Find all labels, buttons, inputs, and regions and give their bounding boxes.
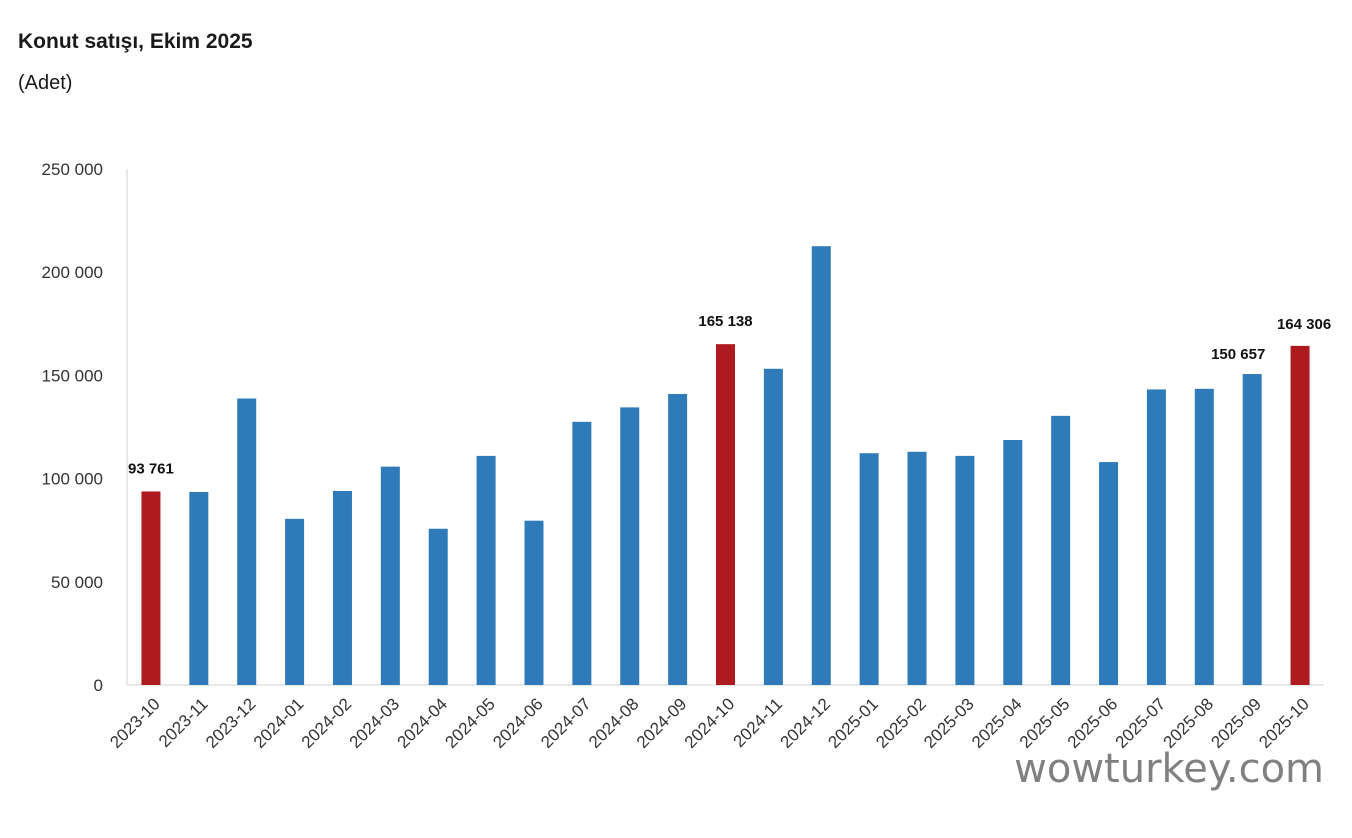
- bar-2023-10: [141, 491, 161, 685]
- x-tick-label: 2025-03: [920, 694, 978, 752]
- x-tick-label: 2025-09: [1207, 694, 1265, 752]
- x-tick-label: 2024-05: [441, 694, 499, 752]
- x-tick-label: 2024-02: [298, 694, 356, 752]
- x-tick-label: 2024-04: [393, 694, 451, 752]
- bar-2024-04: [428, 528, 448, 685]
- x-tick-label: 2025-06: [1064, 694, 1122, 752]
- data-label-2024-10: 165 138: [698, 313, 752, 330]
- x-tick-label: 2024-08: [585, 694, 643, 752]
- x-tick-label: 2023-10: [106, 694, 164, 752]
- bar-2024-12: [811, 246, 831, 685]
- bar-2025-01: [859, 453, 879, 685]
- x-tick-label: 2025-05: [1016, 694, 1074, 752]
- bar-2024-10: [716, 344, 735, 685]
- x-tick-label: 2023-12: [202, 694, 260, 752]
- x-tick-label: 2025-02: [872, 694, 930, 752]
- bar-2024-03: [380, 466, 400, 685]
- bar-2024-02: [332, 490, 352, 685]
- x-tick-label: 2024-12: [777, 694, 835, 752]
- y-tick-label: 200 000: [42, 263, 103, 282]
- bar-2025-09: [1242, 374, 1262, 685]
- bar-2023-12: [237, 398, 257, 685]
- bar-2024-07: [572, 421, 592, 685]
- x-tick-label: 2024-11: [730, 694, 787, 751]
- x-tick-label: 2025-01: [824, 694, 882, 752]
- bar-2025-07: [1146, 389, 1166, 685]
- bar-2025-10: [1290, 345, 1310, 685]
- bar-2024-09: [668, 393, 688, 685]
- bars: [141, 246, 1310, 685]
- bar-2025-05: [1051, 415, 1071, 685]
- y-axis: 0 50 000 100 000 150 000 200 000 250 000: [42, 160, 128, 695]
- data-label-2025-09: 150 657: [1211, 346, 1265, 363]
- data-labels: 93 761 165 138 150 657 164 306: [128, 313, 1331, 477]
- chart-title: Konut satışı, Ekim 2025: [18, 30, 253, 53]
- bar-2024-11: [763, 368, 783, 685]
- bar-2024-05: [476, 455, 496, 685]
- bar-2025-04: [1003, 440, 1023, 685]
- y-tick-label: 100 000: [42, 470, 103, 489]
- chart-subtitle: (Adet): [18, 72, 73, 94]
- x-tick-label: 2023-11: [155, 694, 212, 751]
- y-tick-label: 150 000: [42, 366, 103, 385]
- bar-2024-01: [285, 518, 305, 685]
- data-label-2023-10: 93 761: [128, 460, 174, 477]
- bar-2025-02: [907, 451, 927, 685]
- x-tick-label: 2025-04: [968, 694, 1026, 752]
- x-axis: 2023-102023-112023-122024-012024-022024-…: [106, 684, 1324, 752]
- y-tick-label: 0: [94, 676, 103, 695]
- x-tick-label: 2024-09: [633, 694, 691, 752]
- bar-2024-08: [620, 407, 640, 685]
- x-tick-label: 2025-07: [1112, 694, 1170, 752]
- x-tick-label: 2024-06: [489, 694, 547, 752]
- x-tick-label: 2024-07: [537, 694, 595, 752]
- bar-2023-11: [189, 492, 209, 685]
- bar-2025-03: [955, 455, 975, 685]
- x-tick-label: 2024-01: [250, 694, 308, 752]
- y-tick-label: 250 000: [42, 160, 103, 179]
- data-label-2025-10: 164 306: [1277, 316, 1331, 333]
- bar-2025-08: [1194, 388, 1214, 685]
- watermark-text: wowturkey.com: [1014, 746, 1324, 792]
- x-tick-label: 2024-03: [346, 694, 404, 752]
- y-tick-label: 50 000: [51, 573, 103, 592]
- x-tick-label: 2025-10: [1255, 694, 1313, 752]
- bar-2025-06: [1099, 462, 1119, 685]
- bar-2024-06: [524, 520, 544, 685]
- x-tick-label: 2024-10: [681, 694, 739, 752]
- x-tick-label: 2025-08: [1160, 694, 1218, 752]
